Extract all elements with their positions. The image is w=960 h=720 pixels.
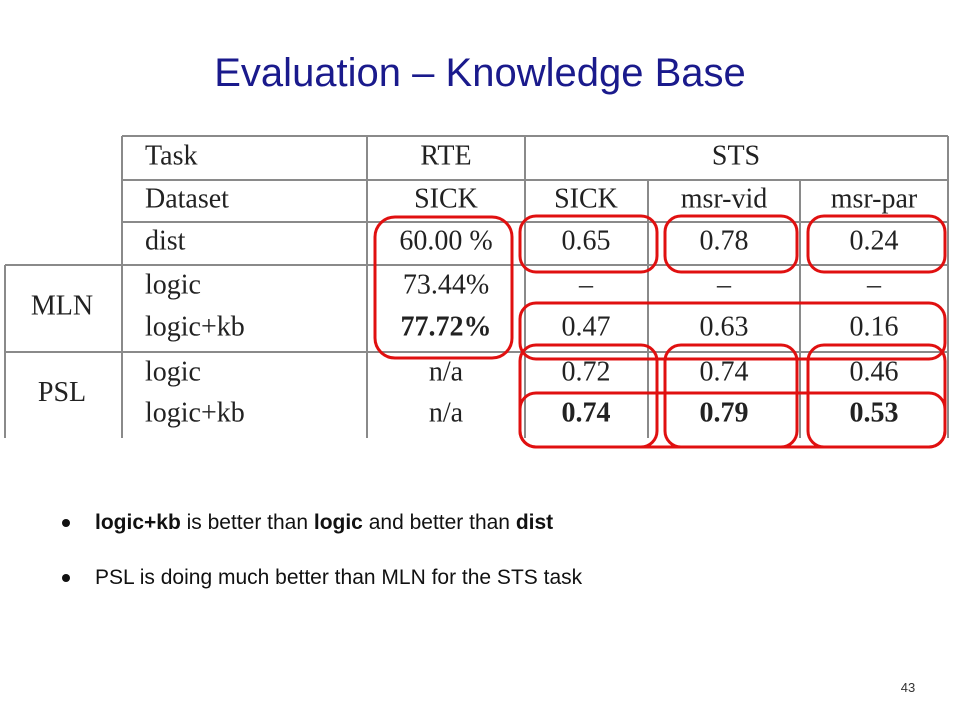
table-cell: 0.63	[700, 311, 749, 342]
table-cell: 0.16	[850, 311, 899, 342]
table-cell: 0.47	[562, 311, 611, 342]
table-cell: n/a	[429, 397, 464, 428]
table-cell: logic+kb	[145, 397, 245, 428]
header-cell: msr-vid	[681, 183, 768, 214]
table-cell: 0.53	[850, 397, 899, 428]
table-cell: 0.46	[850, 356, 899, 387]
table-cell: 0.65	[562, 225, 611, 256]
table-cell: 73.44%	[403, 269, 489, 300]
table-cell: 0.74	[562, 397, 611, 428]
header-cell: SICK	[414, 183, 478, 214]
header-cell: msr-par	[831, 183, 918, 214]
header-cell: SICK	[554, 183, 618, 214]
header-cell: Dataset	[145, 183, 229, 214]
table-cell: logic	[145, 356, 201, 387]
table-cell: logic+kb	[145, 311, 245, 342]
table-cell: dist	[145, 225, 186, 256]
table-grid	[4, 135, 949, 438]
highlights	[373, 214, 947, 449]
table-cell: logic	[145, 269, 201, 300]
group-label: MLN	[31, 290, 93, 321]
table-cell: 0.74	[700, 356, 749, 387]
table-cell: 60.00 %	[399, 225, 492, 256]
group-label: PSL	[38, 377, 86, 408]
header-cell: STS	[712, 140, 760, 171]
table-cell: n/a	[429, 356, 464, 387]
table-cell: –	[578, 269, 594, 300]
table-cell: –	[866, 269, 882, 300]
table-cell: –	[716, 269, 732, 300]
table-cell: 0.78	[700, 225, 749, 256]
table-cell: 0.24	[850, 225, 899, 256]
page-number: 43	[901, 680, 915, 695]
header-cell: Task	[145, 140, 197, 171]
table-cell: 0.72	[562, 356, 611, 387]
table-cell: 0.79	[700, 397, 749, 428]
bullet: PSL is doing much better than MLN for th…	[95, 566, 583, 589]
table-cell: 77.72%	[401, 311, 492, 342]
slide-title: Evaluation – Knowledge Base	[214, 51, 745, 95]
table-cells: Task RTE STS Dataset SICK SICK msr-vid msr-par d…	[31, 140, 918, 428]
header-cell: RTE	[420, 140, 471, 171]
bullet: logic+kb is better than logic and better…	[95, 511, 553, 534]
